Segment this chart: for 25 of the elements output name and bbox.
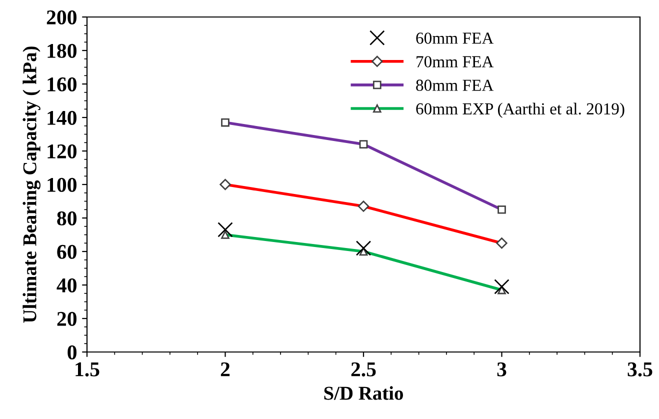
y-tick-label: 100 bbox=[48, 178, 76, 192]
y-tick-label: 180 bbox=[48, 44, 76, 58]
legend-label: 80mm FEA bbox=[416, 80, 494, 91]
x-tick-label: 2.5 bbox=[351, 362, 376, 376]
y-tick-label: 20 bbox=[57, 312, 76, 326]
legend-label: 70mm FEA bbox=[416, 56, 494, 68]
x-tick-label: 3 bbox=[497, 362, 506, 376]
y-axis-title: Ultimate Bearing Capacity ( kPa) bbox=[22, 46, 40, 323]
y-tick-label: 160 bbox=[48, 77, 76, 92]
y-tick-label: 40 bbox=[56, 278, 76, 292]
point bbox=[218, 222, 233, 238]
y-tick-label: 200 bbox=[46, 10, 76, 24]
y-tick-label: 140 bbox=[48, 110, 76, 125]
x-tick-label: 3.5 bbox=[628, 362, 652, 376]
x-axis-title: S/D Ratio bbox=[324, 386, 403, 400]
point bbox=[356, 240, 372, 256]
legend-label: 60mm EXP (Aarthi et al. 2019) bbox=[416, 102, 624, 118]
y-tick-label: 120 bbox=[48, 144, 76, 158]
y-tick-label: 60 bbox=[57, 244, 76, 259]
x-tick-label: 1.5 bbox=[76, 362, 100, 376]
legend-label: 60mm FEA bbox=[416, 32, 494, 44]
y-tick-label: 0 bbox=[68, 345, 76, 360]
x-tick-label: 2 bbox=[220, 362, 230, 376]
point bbox=[494, 279, 510, 294]
y-tick-label: 80 bbox=[57, 211, 76, 226]
